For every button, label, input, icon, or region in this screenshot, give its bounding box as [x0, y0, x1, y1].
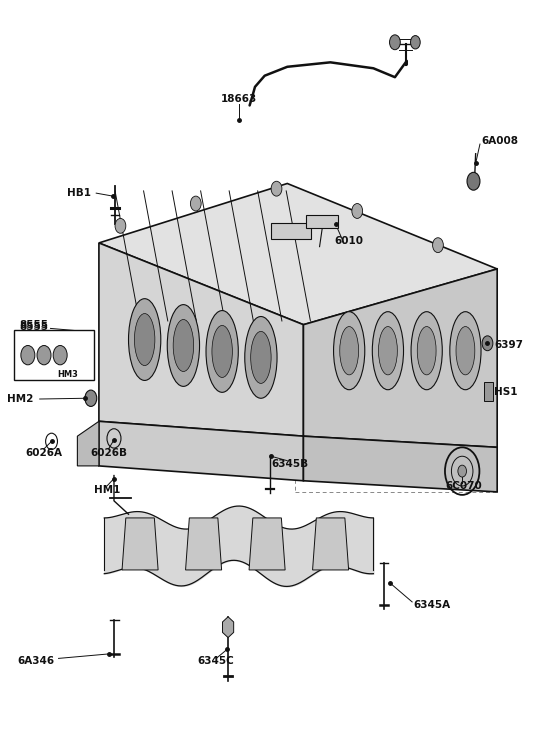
Bar	[306, 215, 339, 228]
Text: 18663: 18663	[221, 95, 257, 104]
Text: 6C070: 6C070	[445, 481, 482, 491]
Polygon shape	[99, 243, 304, 436]
Circle shape	[411, 36, 420, 49]
Ellipse shape	[417, 327, 436, 374]
Ellipse shape	[334, 312, 365, 389]
Bar	[484, 382, 493, 401]
Text: 6A346: 6A346	[18, 656, 55, 666]
Circle shape	[85, 390, 97, 407]
Text: 8555: 8555	[20, 320, 49, 330]
Ellipse shape	[212, 325, 232, 377]
Text: 8555: 8555	[20, 322, 49, 332]
Circle shape	[21, 345, 35, 365]
Circle shape	[482, 336, 493, 351]
Ellipse shape	[379, 327, 397, 374]
Circle shape	[115, 219, 126, 233]
Ellipse shape	[206, 310, 238, 392]
Ellipse shape	[373, 312, 404, 389]
Bar	[295, 310, 497, 492]
Circle shape	[53, 345, 67, 365]
Text: www.AppliancePartsPros.com: www.AppliancePartsPros.com	[214, 365, 339, 374]
Text: HB1: HB1	[67, 188, 91, 198]
Polygon shape	[99, 421, 304, 480]
Text: 6010: 6010	[335, 236, 364, 245]
Polygon shape	[99, 184, 497, 325]
Ellipse shape	[450, 312, 481, 389]
Circle shape	[37, 345, 51, 365]
Ellipse shape	[411, 312, 443, 389]
Text: HM2: HM2	[7, 394, 33, 404]
Circle shape	[467, 172, 480, 190]
Circle shape	[190, 196, 201, 211]
Polygon shape	[223, 617, 234, 638]
Bar	[271, 223, 311, 239]
Circle shape	[271, 181, 282, 196]
Text: 6A008: 6A008	[481, 136, 518, 146]
Polygon shape	[77, 421, 99, 466]
Ellipse shape	[340, 327, 359, 374]
Polygon shape	[249, 518, 285, 570]
Circle shape	[389, 35, 400, 50]
Text: HM3: HM3	[57, 370, 78, 379]
Ellipse shape	[167, 304, 200, 386]
Ellipse shape	[135, 313, 155, 366]
Text: HS1: HS1	[494, 387, 518, 398]
Ellipse shape	[245, 316, 277, 398]
Ellipse shape	[251, 331, 271, 383]
Circle shape	[433, 238, 444, 253]
Polygon shape	[304, 269, 497, 448]
Text: 6397: 6397	[494, 339, 523, 350]
Text: 6345B: 6345B	[271, 459, 309, 468]
Text: 6026B: 6026B	[90, 448, 127, 457]
Polygon shape	[304, 436, 497, 492]
Circle shape	[352, 204, 363, 219]
Polygon shape	[185, 518, 222, 570]
Text: 6345A: 6345A	[414, 600, 451, 610]
Polygon shape	[312, 518, 348, 570]
Text: 6345C: 6345C	[198, 656, 235, 666]
Text: 6026A: 6026A	[26, 448, 62, 457]
Polygon shape	[122, 518, 158, 570]
Circle shape	[458, 466, 467, 477]
Bar	[14, 330, 94, 380]
Ellipse shape	[456, 327, 475, 374]
Ellipse shape	[173, 319, 194, 372]
Text: HM1: HM1	[94, 486, 120, 495]
Ellipse shape	[129, 298, 161, 380]
